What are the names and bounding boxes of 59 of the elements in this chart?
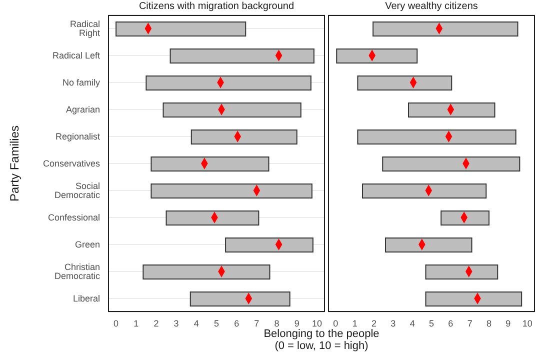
y-tick-label: Conservatives (42, 158, 100, 169)
y-axis-title: Party Families (7, 125, 22, 202)
y-tick-label: No family (62, 78, 100, 88)
y-tick-label: Regionalist (55, 132, 100, 142)
bar (357, 76, 452, 90)
bar (150, 156, 270, 172)
x-tick-label: 4 (194, 318, 199, 328)
y-tick-label: Radical Left (52, 50, 100, 61)
y-tick-label: Liberal (72, 294, 100, 304)
x-tick-label: 8 (274, 318, 280, 328)
x-tick-label: 2 (154, 318, 159, 328)
bar (146, 76, 312, 90)
bar (408, 102, 496, 118)
x-tick-label: 10 (312, 318, 322, 328)
x-tick-label: 7 (467, 318, 472, 328)
bar (116, 22, 246, 36)
bar (225, 238, 314, 252)
bar (362, 184, 487, 198)
x-tick-label: 2 (371, 318, 377, 328)
y-tick-label: Christian Democratic (54, 262, 100, 282)
y-tick-label: Agrarian (66, 104, 100, 115)
x-axis-title: Belonging to the people (0 = low, 10 = high) (262, 328, 380, 352)
x-tick-label: 5 (214, 318, 220, 328)
bar (162, 102, 302, 118)
bar (142, 264, 270, 280)
bar (382, 156, 520, 172)
x-tick-label: 1 (134, 318, 139, 328)
bar (336, 48, 418, 64)
x-tick-label: 0 (114, 318, 119, 328)
x-tick-label: 4 (410, 318, 415, 328)
x-tick-label: 6 (448, 318, 454, 328)
x-tick-label: 7 (254, 318, 260, 328)
x-tick-label: 6 (234, 318, 240, 328)
x-tick-label: 0 (333, 318, 338, 328)
x-tick-label: 5 (428, 318, 434, 328)
y-tick-label: Social Democratic (54, 181, 100, 200)
x-tick-label: 3 (390, 318, 396, 328)
x-tick-label: 10 (522, 318, 532, 328)
x-tick-label: 9 (294, 318, 300, 328)
bar (372, 22, 518, 36)
bar (190, 292, 290, 306)
x-tick-label: 1 (352, 318, 358, 328)
bar (166, 210, 260, 226)
bar (440, 210, 490, 226)
bar (357, 130, 516, 144)
bar (190, 130, 298, 144)
y-tick-label: Confessional (48, 212, 100, 223)
bar (385, 238, 472, 252)
chart-title: Citizens with migration background (138, 0, 296, 14)
x-tick-label: 3 (174, 318, 179, 328)
x-tick-label: 8 (486, 318, 492, 328)
chart-title: Very wealthy citizens (384, 0, 479, 14)
bar (425, 264, 498, 280)
bar (150, 184, 312, 198)
x-tick-label: 9 (506, 318, 511, 328)
y-tick-label: Radical Right (70, 19, 100, 38)
bar (170, 48, 314, 64)
bar (425, 292, 522, 306)
y-tick-label: Green (74, 240, 100, 250)
